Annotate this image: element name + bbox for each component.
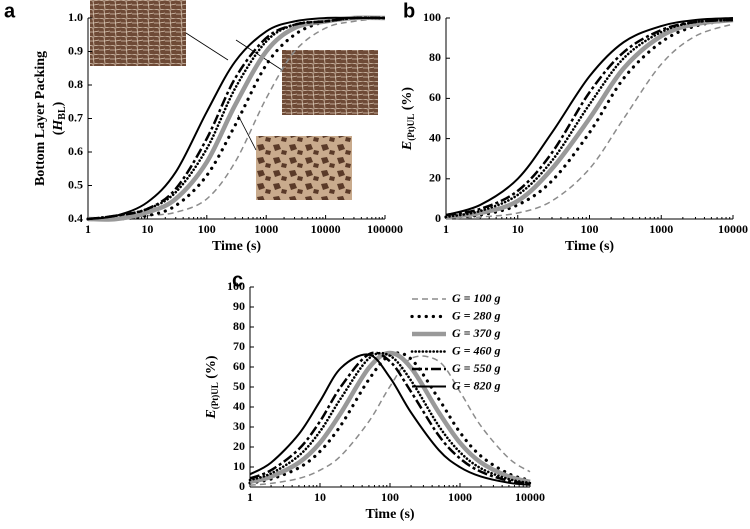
photo (256, 136, 352, 200)
y-tick-label: 100 (227, 279, 245, 293)
x-tick-label: 1000 (649, 222, 673, 236)
series-line (87, 16, 385, 220)
y-tick-label: 1.0 (68, 10, 83, 24)
series-line (444, 18, 735, 219)
legend-label: G = 100 g (452, 291, 501, 305)
x-tick-label: 1 (85, 222, 91, 236)
y-axis-title: E(Pt)UL (%) (400, 87, 416, 152)
y-tick-label: 30 (233, 419, 245, 433)
series-line (248, 351, 532, 485)
y-tick-label: 40 (233, 399, 245, 413)
legend-label: G = 820 g (452, 378, 501, 392)
y-tick-label: 60 (233, 359, 245, 373)
x-tick-label: 1000 (254, 222, 278, 236)
x-tick-label: 10000 (718, 222, 748, 236)
y-axis-title-part: (%) (400, 87, 415, 114)
x-tick-label: 10 (512, 222, 524, 236)
legend-label: G = 370 g (452, 326, 501, 340)
photo (90, 0, 186, 66)
series-line (87, 16, 386, 221)
x-tick-label: 10 (141, 222, 153, 236)
x-tick-label: 100 (198, 222, 216, 236)
y-tick-label: 0.8 (68, 77, 83, 91)
y-tick-label: 40 (429, 130, 441, 144)
legend-label: G = 280 g (452, 308, 501, 322)
series-line (249, 351, 531, 486)
panel-label: a (4, 0, 16, 22)
y-tick-label: 80 (233, 319, 245, 333)
series-line (444, 18, 735, 219)
y-axis-title: E(Pt)UL (%) (204, 355, 220, 420)
x-tick-label: 1 (247, 490, 253, 504)
x-tick-label: 10 (314, 490, 326, 504)
y-tick-label: 70 (233, 339, 245, 353)
y-tick-label: 0.9 (68, 43, 83, 57)
y-tick-label: 80 (429, 50, 441, 64)
y-axis-title-part: BL (57, 106, 68, 120)
x-tick-label: 10000 (311, 222, 341, 236)
y-tick-label: 0 (239, 479, 245, 493)
y-axis-title-part: H (51, 119, 66, 132)
series-line (249, 355, 531, 486)
series-line (445, 18, 734, 217)
y-axis-title-part: E (400, 141, 415, 151)
y-tick-label: 20 (233, 439, 245, 453)
y-axis-title-part: Bottom Layer Packing (33, 51, 48, 186)
x-tick-label: 100000 (367, 222, 403, 236)
panel-label: c (232, 269, 243, 291)
y-axis-title-part: (Pt)UL (406, 114, 416, 141)
inset-photos (90, 0, 378, 200)
y-tick-label: 0 (435, 211, 441, 225)
x-axis-title: Time (s) (565, 239, 614, 254)
x-tick-label: 1 (443, 222, 449, 236)
y-tick-label: 20 (429, 171, 441, 185)
legend-label: G = 460 g (452, 343, 501, 357)
y-axis-title: Bottom Layer Packing (HBL) (33, 51, 68, 186)
x-tick-label: 10000 (515, 490, 545, 504)
x-axis-title: Time (s) (212, 239, 261, 254)
series-line (445, 17, 734, 220)
x-tick-label: 100 (581, 222, 599, 236)
series-line (445, 17, 734, 216)
y-tick-label: 0.7 (68, 110, 83, 124)
y-axis-title-part: ( (51, 130, 66, 135)
y-tick-label: 0.4 (68, 211, 83, 225)
photo (282, 50, 378, 115)
panel-label: b (403, 0, 415, 22)
series-line (249, 350, 531, 484)
x-axis-title: Time (s) (365, 507, 414, 522)
y-tick-label: 10 (233, 459, 245, 473)
x-tick-label: 100 (381, 490, 399, 504)
y-tick-label: 100 (423, 10, 441, 24)
y-axis-title-part: ) (51, 101, 66, 106)
y-axis-title-part: (%) (204, 355, 219, 382)
y-axis-title-part: (Pt)UL (210, 382, 220, 409)
y-axis-title-part: E (204, 409, 219, 419)
y-tick-label: 60 (429, 90, 441, 104)
x-tick-label: 1000 (448, 490, 472, 504)
connector (185, 32, 229, 61)
y-tick-label: 90 (233, 299, 245, 313)
y-tick-label: 0.5 (68, 177, 83, 191)
connector (235, 39, 283, 71)
series-line (249, 353, 531, 486)
legend-label: G = 550 g (452, 361, 501, 375)
y-tick-label: 50 (233, 379, 245, 393)
connector (237, 114, 257, 151)
y-tick-label: 0.6 (68, 144, 83, 158)
